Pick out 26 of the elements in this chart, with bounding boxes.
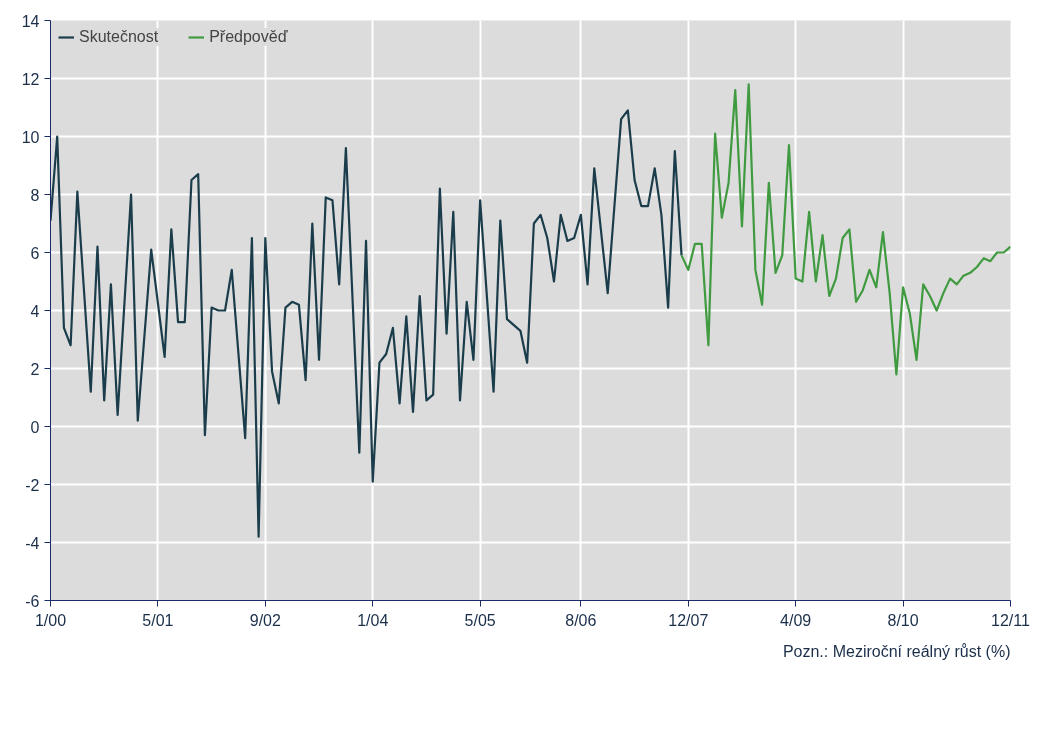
y-tick-label: -2 — [25, 476, 40, 494]
y-tick-label: -4 — [25, 534, 40, 552]
x-tick-label: 1/04 — [357, 611, 389, 629]
text: Pozn.: Meziroční reálný růst (%) — [782, 642, 1011, 660]
y-tick-label: 8 — [30, 186, 40, 204]
line-series — [50, 109, 683, 538]
line-series — [680, 83, 1011, 376]
y-tick-label: -6 — [25, 592, 40, 610]
legend-label: Předpověď — [209, 28, 288, 46]
x-tick-label: 8/06 — [565, 611, 597, 629]
y-tick-label: 10 — [21, 128, 40, 146]
legend-label: Skutečnost — [79, 28, 159, 46]
x-tick-label: 12/07 — [668, 611, 709, 629]
y-tick-label: 14 — [21, 12, 40, 30]
x-tick-label: 8/10 — [887, 611, 919, 629]
x-tick-label: 12/11 — [991, 611, 1031, 629]
y-tick-label: 12 — [21, 70, 40, 88]
y-tick-label: 4 — [30, 302, 40, 320]
x-tick-label: 5/01 — [142, 611, 174, 629]
y-tick-label: 0 — [30, 418, 40, 436]
x-tick-label: 4/09 — [780, 611, 812, 629]
x-tick-label: 1/00 — [34, 611, 67, 629]
x-tick-label: 5/05 — [464, 611, 496, 629]
y-tick-label: 6 — [30, 244, 40, 262]
x-tick-label: 9/02 — [249, 611, 281, 629]
y-tick-label: 2 — [30, 360, 40, 378]
